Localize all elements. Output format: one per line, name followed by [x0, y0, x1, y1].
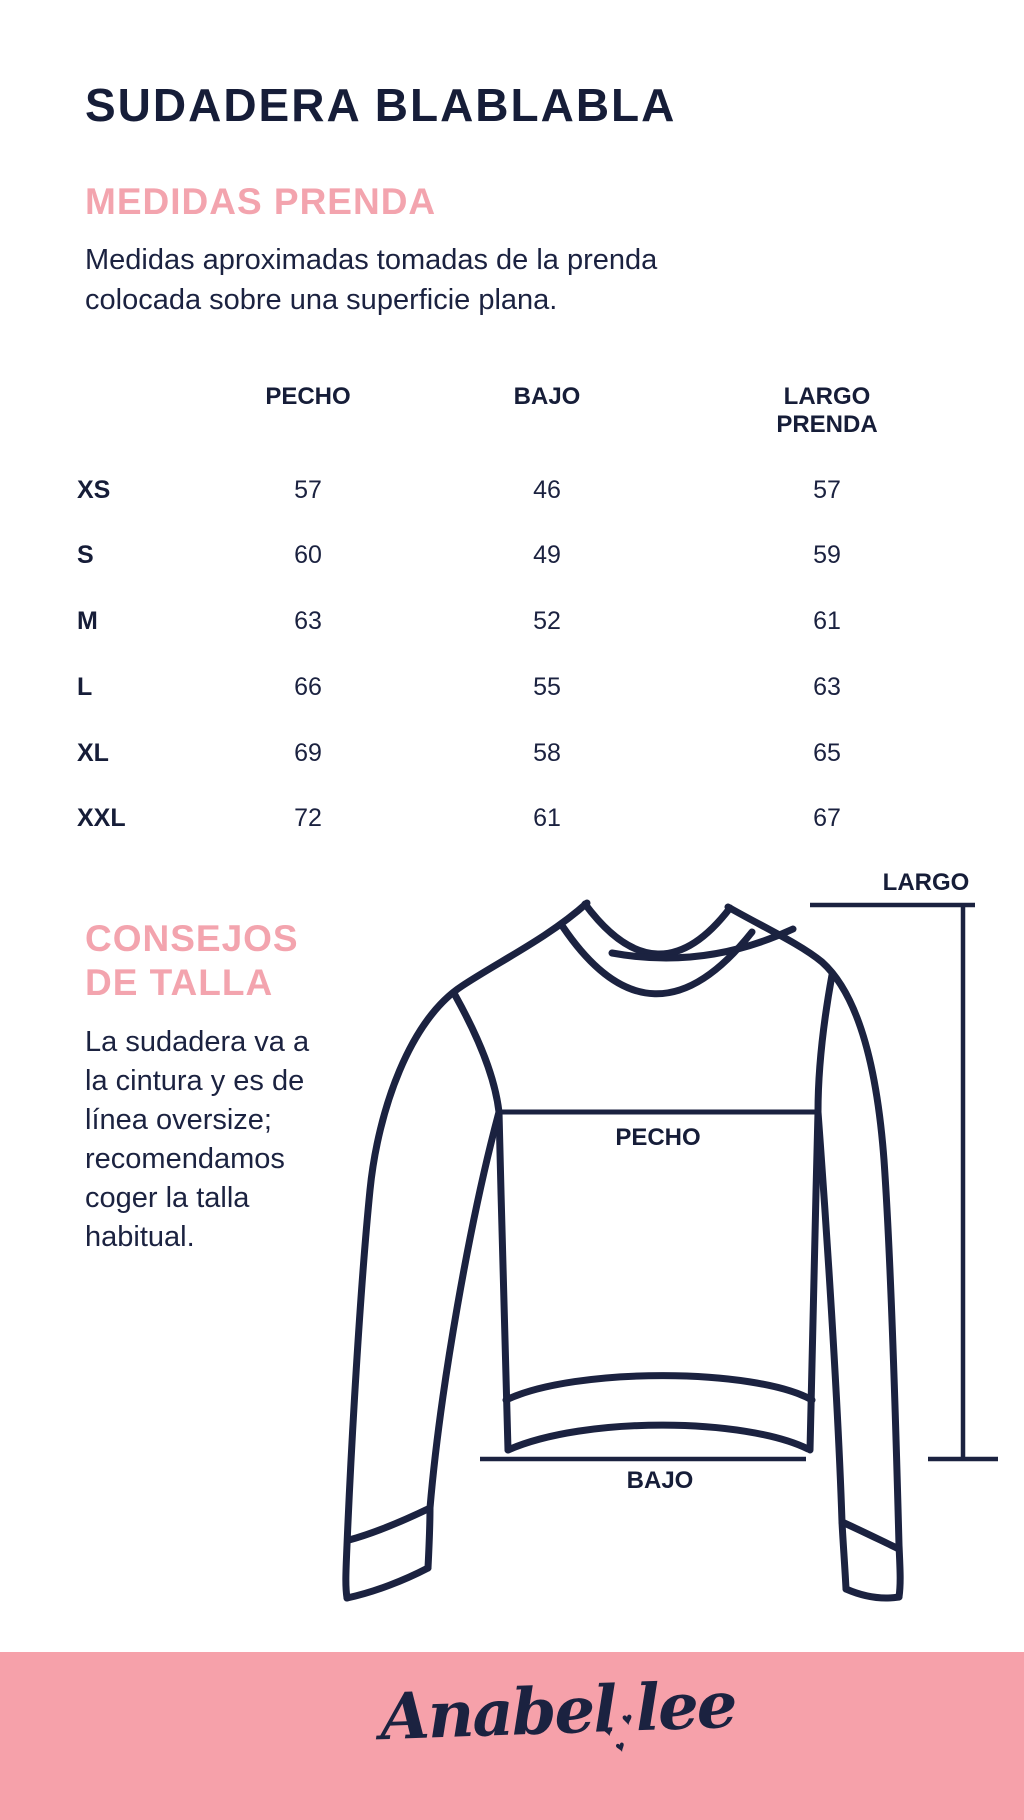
consejos-body-line: habitual. — [85, 1221, 195, 1253]
bajo-dimension-label: BAJO — [626, 1467, 694, 1494]
cell-bajo: 52 — [533, 607, 561, 635]
cell-largo-prenda: 67 — [813, 804, 841, 832]
column-header-pecho: PECHO — [265, 383, 351, 410]
cell-pecho: 57 — [294, 476, 322, 504]
consejos-heading: CONSEJOS DE TALLA — [85, 917, 299, 1005]
size-label: XL — [77, 739, 109, 767]
size-label: XS — [77, 476, 111, 504]
cell-largo-prenda: 63 — [813, 673, 841, 701]
cell-pecho: 69 — [294, 739, 322, 767]
cell-pecho: 66 — [294, 673, 322, 701]
size-label: M — [77, 607, 98, 635]
size-label: XXL — [77, 804, 126, 832]
consejos-body-line: línea oversize; — [85, 1104, 272, 1136]
consejos-body-line: recomendamos — [85, 1143, 285, 1175]
cell-pecho: 72 — [294, 804, 322, 832]
cell-bajo: 61 — [533, 804, 561, 832]
cell-largo-prenda: 59 — [813, 541, 841, 569]
medidas-description-line: Medidas aproximadas tomadas de la prenda — [85, 244, 658, 276]
consejos-heading-line: DE TALLA — [85, 962, 274, 1003]
cell-pecho: 60 — [294, 541, 322, 569]
cell-largo-prenda: 57 — [813, 476, 841, 504]
consejos-body-line: La sudadera va a — [85, 1026, 310, 1058]
size-label: S — [77, 541, 94, 569]
consejos-heading-line: CONSEJOS — [85, 918, 299, 959]
brand-logo: Anabel lee — [378, 1667, 737, 1756]
consejos-body: La sudadera va a la cintura y es de líne… — [85, 1023, 309, 1257]
consejos-body-line: coger la talla — [85, 1182, 250, 1214]
cell-bajo: 49 — [533, 541, 561, 569]
largo-dimension-line — [810, 902, 998, 1462]
cell-largo-prenda: 65 — [813, 739, 841, 767]
column-header-bajo: BAJO — [513, 383, 581, 410]
largo-dimension-label: LARGO — [882, 869, 970, 896]
cell-bajo: 46 — [533, 476, 561, 504]
page-title: SUDADERA BLABLABLA — [85, 79, 677, 131]
consejos-body-line: la cintura y es de — [85, 1065, 305, 1097]
medidas-heading: MEDIDAS PRENDA — [85, 181, 437, 222]
cell-largo-prenda: 61 — [813, 607, 841, 635]
cell-pecho: 63 — [294, 607, 322, 635]
column-header-largo-prenda: LARGO PRENDA — [776, 383, 878, 438]
cell-bajo: 55 — [533, 673, 561, 701]
size-label: L — [77, 673, 93, 701]
cell-bajo: 58 — [533, 739, 561, 767]
medidas-description-line: colocada sobre una superficie plana. — [85, 284, 558, 316]
medidas-description: Medidas aproximadas tomadas de la prenda… — [85, 240, 657, 320]
pecho-dimension-label: PECHO — [615, 1124, 701, 1151]
footer-band: Anabel lee ♥ ♥ ♥ — [0, 1652, 1024, 1820]
sweatshirt-diagram — [342, 899, 998, 1602]
